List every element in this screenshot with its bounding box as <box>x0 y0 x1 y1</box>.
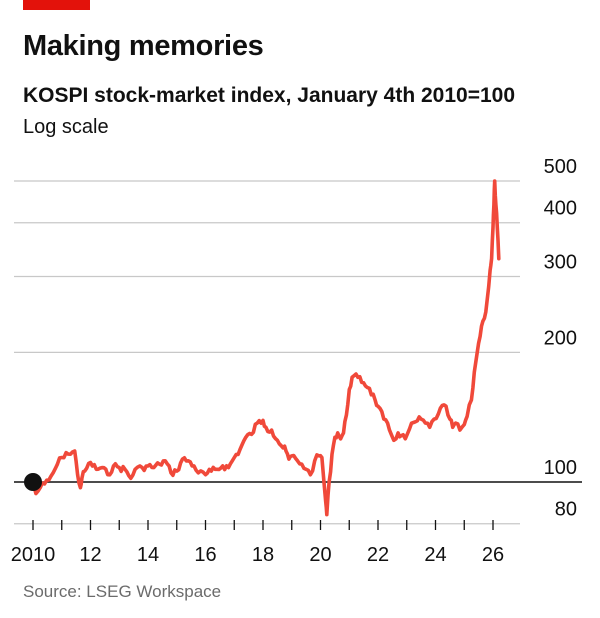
y-tick-label: 200 <box>544 327 577 349</box>
x-axis: 2010 12 14 16 18 20 22 24 26 <box>11 520 504 566</box>
gridlines <box>14 180 582 525</box>
y-tick-labels: 80 100 200 300 400 500 <box>544 156 577 521</box>
x-tick-label: 18 <box>252 544 274 566</box>
x-tick-label: 16 <box>194 544 216 566</box>
scale-note: Log scale <box>23 116 109 138</box>
y-tick-label: 400 <box>544 198 577 220</box>
y-tick-label: 500 <box>544 156 577 178</box>
brand-red-bar <box>23 0 90 10</box>
start-marker <box>24 473 42 491</box>
marker-layer <box>24 473 42 491</box>
x-tick-label: 24 <box>424 544 446 566</box>
x-tick-label: 12 <box>79 544 101 566</box>
source-note: Source: LSEG Workspace <box>23 582 222 601</box>
y-tick-label: 300 <box>544 252 577 274</box>
x-tick-label: 14 <box>137 544 159 566</box>
x-tick-label: 22 <box>367 544 389 566</box>
x-tick-label: 20 <box>309 544 331 566</box>
x-tick-label: 26 <box>482 544 504 566</box>
y-tick-label: 100 <box>544 457 577 479</box>
kospi-series-line <box>31 179 501 517</box>
y-tick-label: 80 <box>555 499 577 521</box>
chart-title: Making memories <box>23 30 264 62</box>
series-layer <box>31 179 501 517</box>
chart-subtitle: KOSPI stock-market index, January 4th 20… <box>23 84 515 107</box>
x-tick-label: 2010 <box>11 544 56 566</box>
